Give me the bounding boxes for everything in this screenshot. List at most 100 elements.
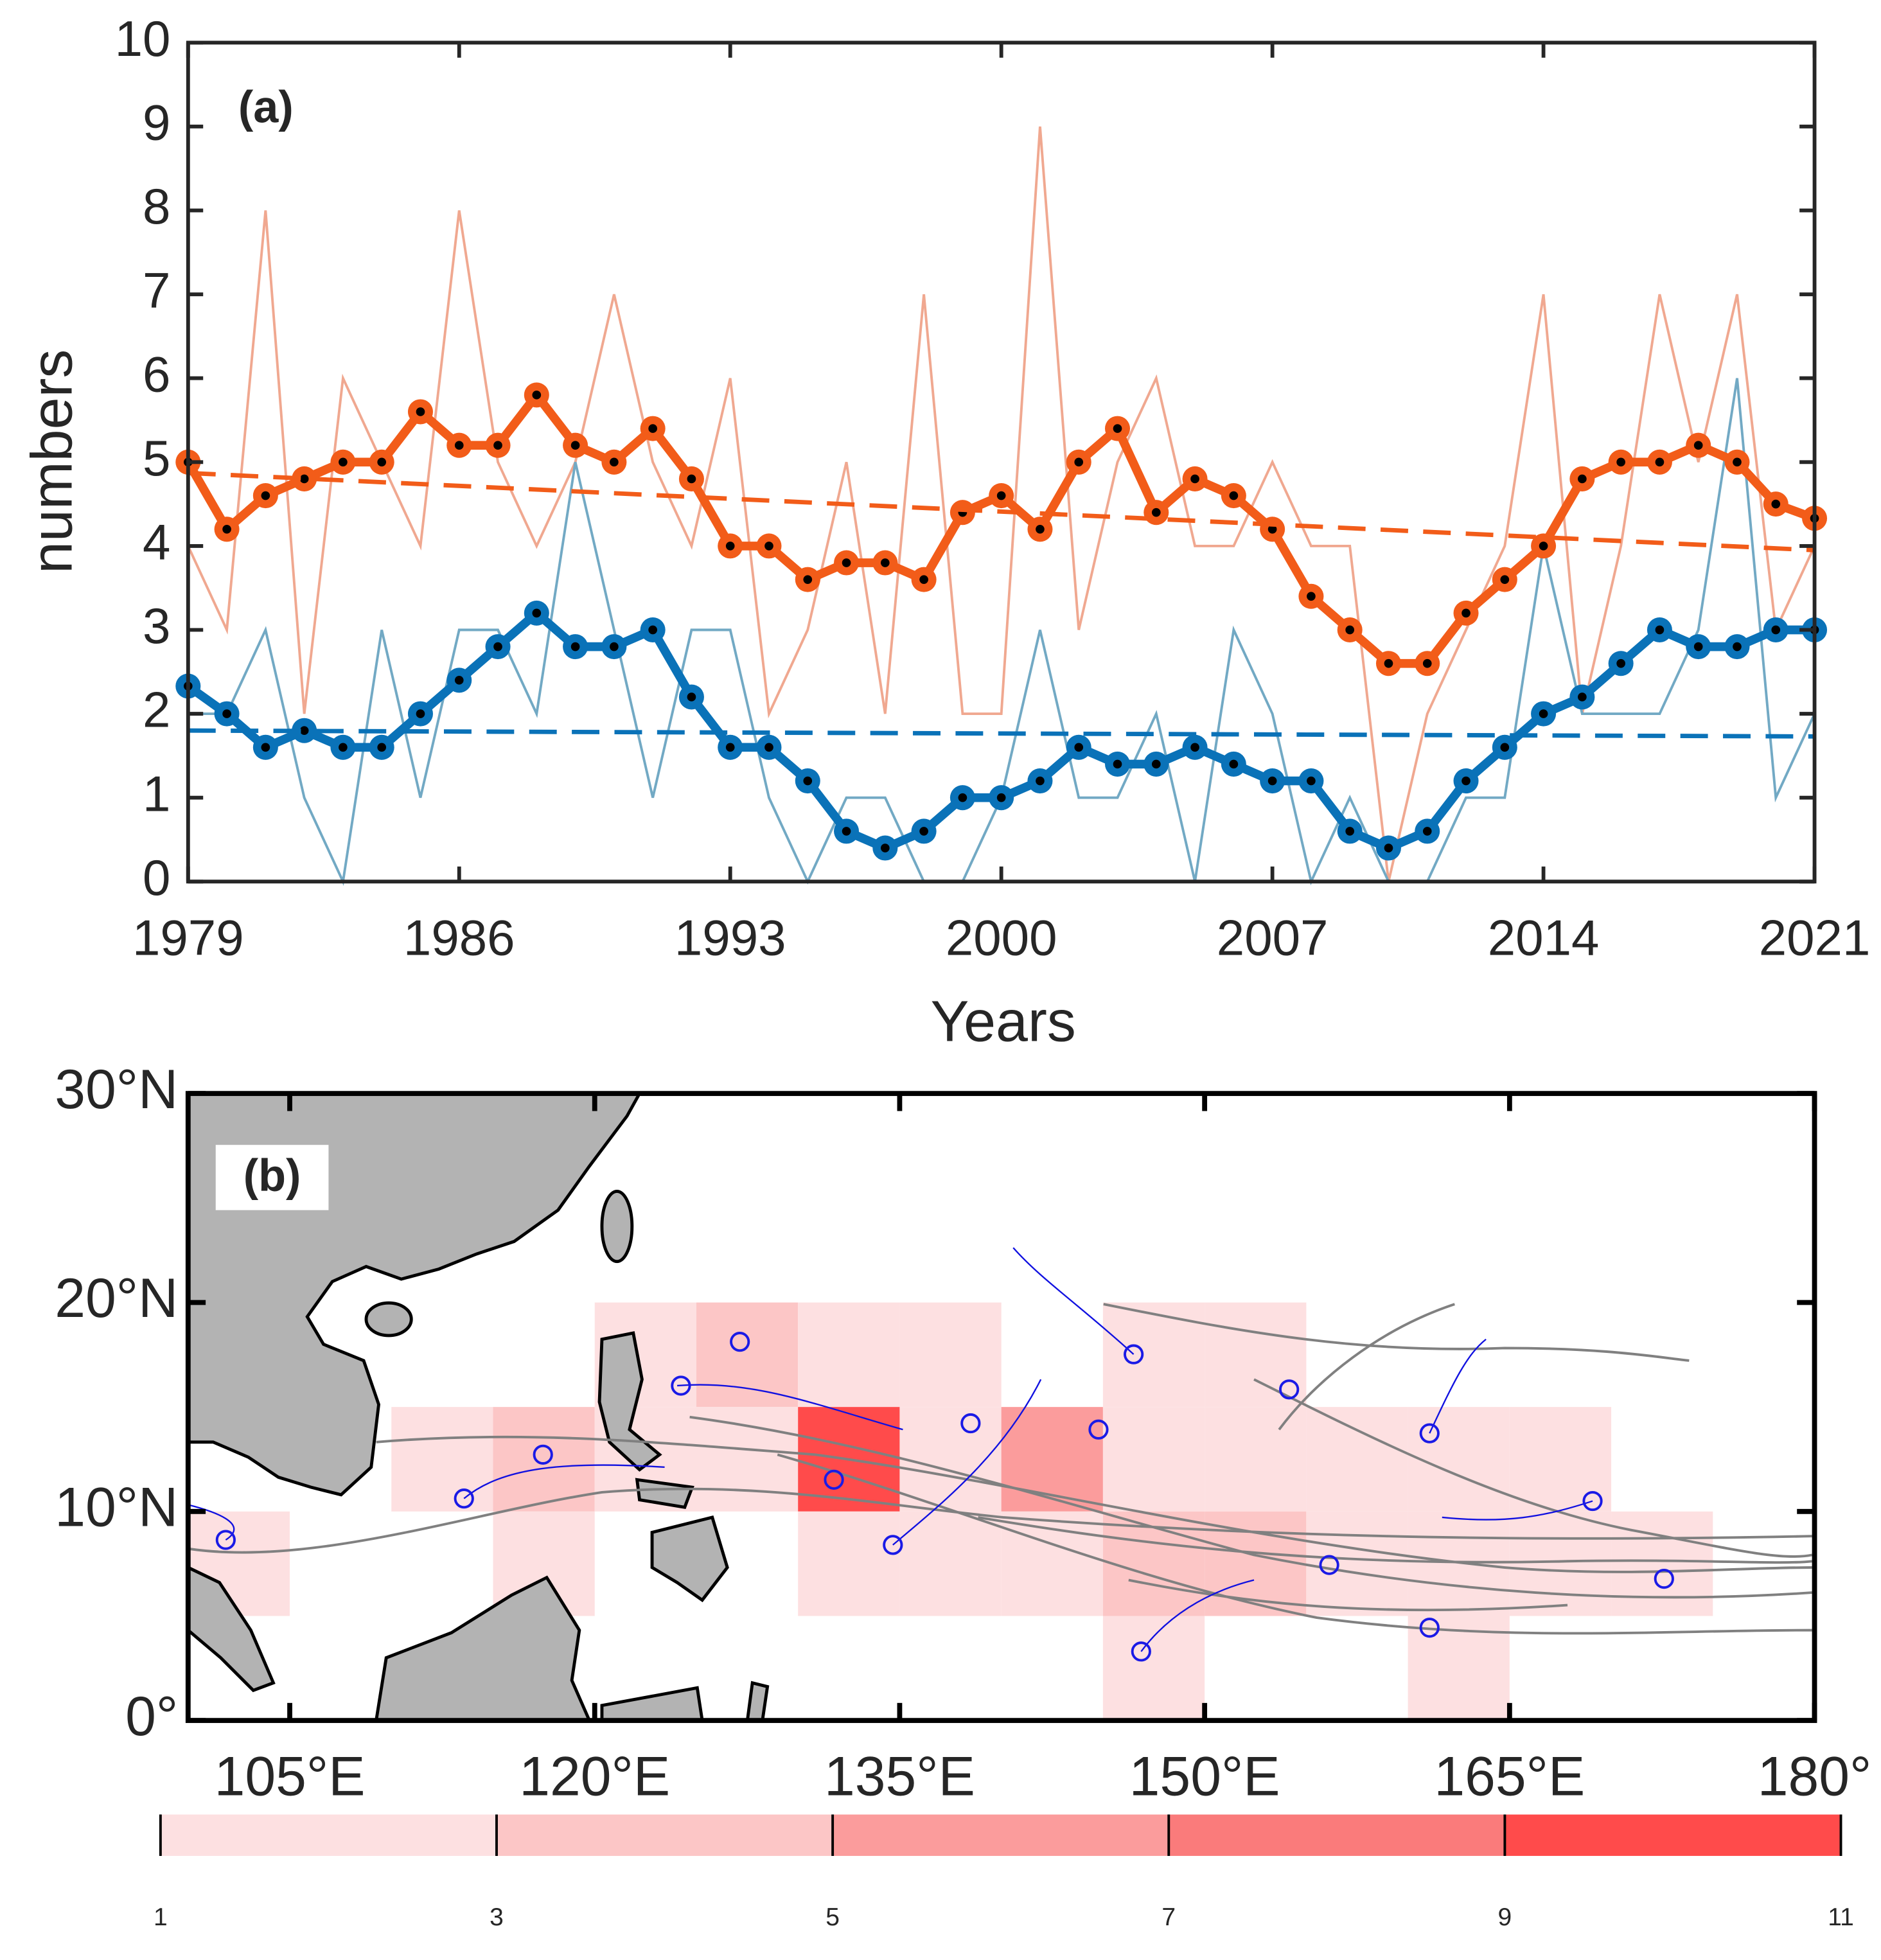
track xyxy=(777,1453,1812,1635)
genesis-points xyxy=(215,1332,1674,1662)
point-center xyxy=(377,743,387,752)
track xyxy=(376,1435,1812,1573)
y-tick-label: 0° xyxy=(125,1686,178,1747)
map-frame xyxy=(185,1091,1817,1724)
track xyxy=(1253,1378,1813,1558)
point-center xyxy=(1267,524,1277,534)
point-center xyxy=(1693,441,1703,450)
point-center xyxy=(454,441,464,450)
genesis xyxy=(533,1444,553,1465)
colorbar-tick-label: 9 xyxy=(1498,1903,1512,1931)
colorbar-tick-label: 11 xyxy=(1828,1903,1854,1931)
hainan xyxy=(364,1301,413,1338)
point-center xyxy=(339,743,348,752)
heat-cell xyxy=(1102,1616,1205,1721)
x-tick-label: 2014 xyxy=(1488,910,1600,966)
genesis xyxy=(1654,1568,1674,1589)
plot-frame xyxy=(186,40,1817,884)
heat-cell xyxy=(899,1511,1002,1616)
y-tick-label: 20°N xyxy=(55,1267,178,1329)
point-center xyxy=(1229,759,1239,769)
track xyxy=(1278,1303,1455,1431)
genesis xyxy=(1123,1344,1144,1364)
track xyxy=(188,1487,1812,1554)
point-center xyxy=(919,575,928,584)
genesis xyxy=(1131,1641,1151,1662)
point-center xyxy=(299,474,309,484)
point-center xyxy=(881,558,890,567)
heat-cell xyxy=(798,1511,900,1616)
point-center xyxy=(1578,474,1587,484)
y-tick-label: 5 xyxy=(143,430,170,486)
point-center xyxy=(299,726,309,736)
series-line xyxy=(188,470,1815,552)
y-tick-label: 6 xyxy=(143,346,170,402)
heat-cell xyxy=(1408,1616,1510,1721)
y-tick-label: 8 xyxy=(143,178,170,234)
point-center xyxy=(1229,491,1239,500)
point-center xyxy=(1384,843,1393,852)
track xyxy=(463,1464,665,1499)
point-center xyxy=(1655,625,1665,635)
point-center xyxy=(1422,827,1432,836)
point-center xyxy=(610,457,619,467)
point-center xyxy=(610,642,619,651)
heat-cell xyxy=(696,1302,799,1408)
point-center xyxy=(377,457,387,467)
track xyxy=(1140,1579,1255,1652)
series-line xyxy=(187,126,1816,882)
heat-cell xyxy=(1102,1302,1205,1408)
point-center xyxy=(454,676,464,685)
y-tick-label: 10°N xyxy=(55,1477,178,1539)
colorbar-swatch xyxy=(833,1814,1169,1856)
point-center xyxy=(1422,658,1432,668)
track xyxy=(1429,1338,1487,1434)
point-center xyxy=(1036,776,1045,786)
track xyxy=(978,1516,1812,1564)
point-center xyxy=(1500,575,1510,584)
genesis xyxy=(1088,1419,1109,1440)
y-axis-label: numbers xyxy=(21,349,85,574)
track xyxy=(676,1384,903,1431)
point-center xyxy=(1113,759,1122,769)
visayas xyxy=(635,1478,694,1510)
point-center xyxy=(1384,658,1393,668)
colorbar-tick-label: 3 xyxy=(490,1903,504,1931)
point-center xyxy=(1771,499,1781,509)
taiwan xyxy=(600,1189,634,1264)
point-center xyxy=(803,575,813,584)
point-center xyxy=(1307,592,1316,601)
genesis xyxy=(960,1413,981,1434)
point-center xyxy=(1190,474,1199,484)
point-center xyxy=(1462,776,1470,786)
track xyxy=(1012,1247,1135,1355)
point-center xyxy=(339,457,348,467)
heat-cell xyxy=(1205,1511,1307,1616)
point-center xyxy=(261,491,270,500)
point-center xyxy=(1151,759,1161,769)
series-line xyxy=(185,607,1815,853)
point-center xyxy=(416,709,425,718)
genesis xyxy=(730,1332,750,1352)
point-center xyxy=(842,827,851,836)
point-center xyxy=(532,608,542,618)
genesis xyxy=(1319,1555,1339,1575)
track xyxy=(689,1415,1812,1599)
heat-cell xyxy=(1509,1407,1612,1512)
heat-cell xyxy=(1205,1302,1307,1408)
point-center xyxy=(1578,693,1587,702)
y-tick-label: 10 xyxy=(115,10,171,67)
x-tick-label: 120°E xyxy=(519,1746,670,1808)
track xyxy=(1103,1303,1690,1362)
heat-cell xyxy=(1408,1407,1510,1512)
point-center xyxy=(1655,457,1665,467)
colorbar-swatch xyxy=(496,1814,833,1856)
point-center xyxy=(648,424,657,433)
y-tick-label: 3 xyxy=(143,597,170,654)
heat-cell xyxy=(1205,1407,1307,1512)
genesis xyxy=(824,1469,844,1490)
heat-cell xyxy=(391,1407,493,1512)
tracks xyxy=(188,1303,1813,1635)
heat-cell xyxy=(1001,1511,1103,1616)
point-center xyxy=(725,542,735,551)
